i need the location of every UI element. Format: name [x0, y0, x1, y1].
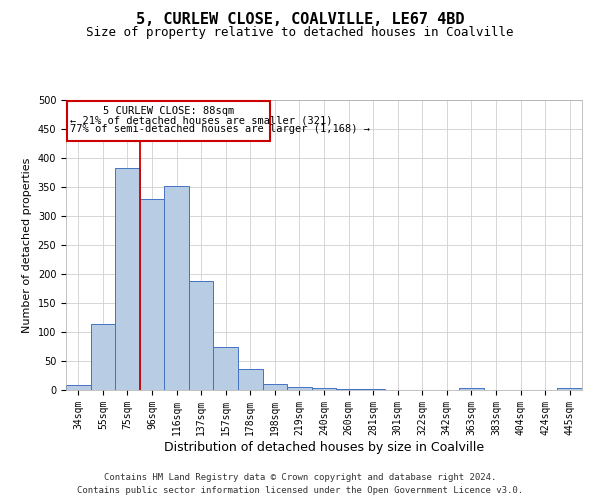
Bar: [287, 386, 312, 390]
Y-axis label: Number of detached properties: Number of detached properties: [22, 158, 32, 332]
FancyBboxPatch shape: [67, 101, 270, 140]
Bar: [263, 384, 287, 390]
Bar: [140, 198, 164, 390]
Text: ← 21% of detached houses are smaller (321): ← 21% of detached houses are smaller (32…: [70, 115, 332, 125]
Bar: [238, 368, 263, 390]
Bar: [214, 346, 238, 390]
Bar: [312, 388, 336, 390]
Bar: [115, 168, 140, 390]
Bar: [189, 281, 214, 390]
X-axis label: Distribution of detached houses by size in Coalville: Distribution of detached houses by size …: [164, 440, 484, 454]
Bar: [164, 186, 189, 390]
Text: Contains public sector information licensed under the Open Government Licence v3: Contains public sector information licen…: [77, 486, 523, 495]
Text: 5 CURLEW CLOSE: 88sqm: 5 CURLEW CLOSE: 88sqm: [103, 106, 234, 116]
Text: 77% of semi-detached houses are larger (1,168) →: 77% of semi-detached houses are larger (…: [70, 124, 370, 134]
Bar: [459, 388, 484, 390]
Text: Size of property relative to detached houses in Coalville: Size of property relative to detached ho…: [86, 26, 514, 39]
Bar: [66, 385, 91, 390]
Text: Contains HM Land Registry data © Crown copyright and database right 2024.: Contains HM Land Registry data © Crown c…: [104, 474, 496, 482]
Text: 5, CURLEW CLOSE, COALVILLE, LE67 4BD: 5, CURLEW CLOSE, COALVILLE, LE67 4BD: [136, 12, 464, 28]
Bar: [91, 324, 115, 390]
Bar: [557, 388, 582, 390]
